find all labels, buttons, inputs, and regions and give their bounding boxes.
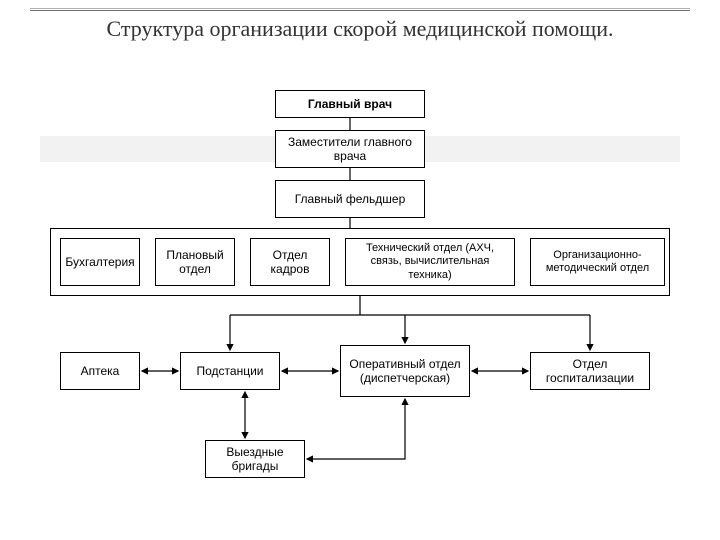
node-label: Организационно-методический отдел xyxy=(535,249,660,275)
node-label: Оперативный отдел (диспетчерская) xyxy=(345,357,465,386)
node-orgmethod: Организационно-методический отдел xyxy=(530,238,665,286)
node-label: Главный фельдшер xyxy=(295,192,406,206)
node-hospital: Отдел госпитализации xyxy=(530,352,650,390)
node-label: Отдел кадров xyxy=(255,248,325,277)
org-chart: Главный врач Заместители главного врача … xyxy=(40,90,680,520)
page-title: Структура организации скорой медицинской… xyxy=(0,16,720,42)
node-tech: Технический отдел (АХЧ, связь, вычислите… xyxy=(345,238,515,286)
node-label: Выездные бригады xyxy=(210,445,300,474)
node-label: Подстанции xyxy=(197,364,264,378)
node-deputies: Заместители главного врача xyxy=(275,130,425,168)
node-pharmacy: Аптека xyxy=(60,352,140,390)
node-label: Главный врач xyxy=(308,97,392,111)
node-label: Аптека xyxy=(81,364,120,378)
title-rule xyxy=(30,8,690,11)
node-label: Заместители главного врача xyxy=(280,135,420,164)
node-label: Бухгал­терия xyxy=(65,255,134,269)
node-accounting: Бухгал­терия xyxy=(60,238,140,286)
node-label: Отдел госпитализации xyxy=(535,357,645,386)
node-brigades: Выездные бригады xyxy=(205,440,305,478)
node-feldsher: Главный фельдшер xyxy=(275,180,425,218)
node-label: Плановый отдел xyxy=(160,248,230,277)
node-chief: Главный врач xyxy=(275,90,425,118)
node-operative: Оперативный отдел (диспетчерская) xyxy=(340,345,470,397)
node-hr: Отдел кадров xyxy=(250,238,330,286)
node-planning: Плановый отдел xyxy=(155,238,235,286)
node-label: Технический отдел (АХЧ, связь, вычислите… xyxy=(350,242,510,282)
node-substations: Подстанции xyxy=(180,352,280,390)
